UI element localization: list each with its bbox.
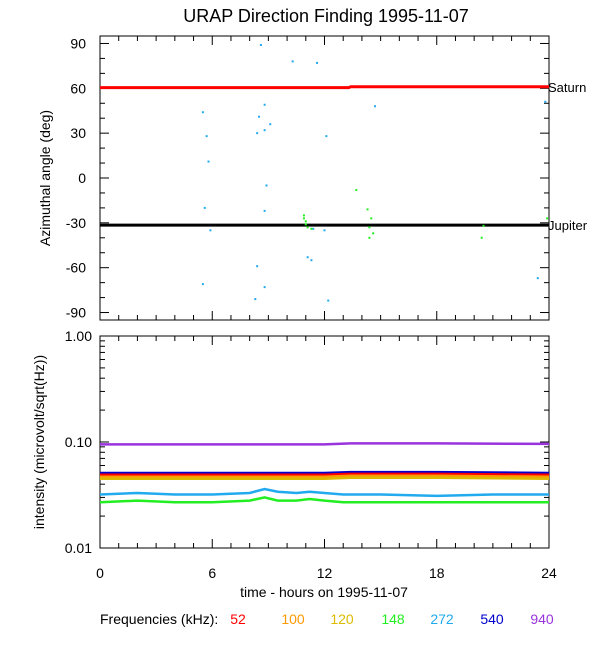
frequency-legend-item: 120 [330, 611, 354, 627]
intensity-y-tick-label: 0.10 [65, 434, 92, 450]
intensity-y-ticks: 1.00 0.10 0.01 [65, 328, 549, 556]
scatter-point-272khz [374, 105, 377, 108]
scatter-point-272khz [269, 123, 272, 126]
azimuth-y-tick-label: -90 [66, 305, 86, 321]
frequency-legend-item: 272 [430, 611, 454, 627]
frequency-legend-item: 148 [381, 611, 405, 627]
azimuth-y-tick-label: 90 [70, 35, 86, 51]
azimuth-y-tick-label: -30 [66, 215, 86, 231]
scatter-point-148khz [355, 188, 358, 191]
scatter-point-148khz [304, 220, 307, 223]
scatter-point-272khz [201, 283, 204, 286]
frequency-legend-item: 940 [530, 611, 554, 627]
x-tick-label: 0 [96, 565, 104, 581]
scatter-point-272khz [327, 299, 330, 302]
intensity-line-540khz [100, 470, 550, 475]
azimuth-x-ticks [99, 36, 550, 320]
azimuth-y-tick-label: -60 [66, 260, 86, 276]
intensity-line-940khz [100, 442, 550, 446]
intensity-line-120khz [100, 476, 550, 481]
scatter-point-272khz [207, 160, 210, 163]
x-tick-label: 12 [317, 565, 333, 581]
azimuth-reference-lines: Saturn Jupiter [100, 80, 588, 233]
jupiter-label: Jupiter [548, 218, 588, 233]
scatter-point-272khz [325, 135, 328, 138]
frequency-legend-item: 540 [480, 611, 504, 627]
intensity-panel: intensity (microvolt/sqrt(Hz)) 1.000.100… [31, 328, 557, 600]
frequency-legend-item: 52 [230, 611, 246, 627]
azimuth-panel: Azimuthal angle (deg) 90 60 30 0 -30 -60 -90 S… [37, 35, 588, 320]
intensity-plot-frame [99, 335, 550, 549]
scatter-point-148khz [302, 217, 305, 220]
azimuth-plot-frame [99, 35, 550, 321]
scatter-point-148khz [480, 236, 483, 239]
scatter-point-148khz [310, 227, 313, 230]
saturn-label: Saturn [548, 80, 586, 95]
scatter-point-272khz [316, 61, 319, 64]
x-tick-label: 6 [208, 565, 216, 581]
frequency-legend: Frequencies (kHz): 52 100 120 148 272 540 940 [100, 611, 554, 627]
frequency-legend-item: 100 [281, 611, 305, 627]
intensity-line-52khz [100, 472, 550, 477]
scatter-point-148khz [306, 226, 309, 229]
scatter-point-272khz [544, 100, 547, 103]
intensity-series-lines [99, 442, 550, 504]
azimuth-y-ticks: 90 60 30 0 -30 -60 -90 [66, 35, 549, 321]
saturn-direction-line [100, 85, 549, 90]
scatter-point-148khz [372, 232, 375, 235]
scatter-point-148khz [546, 217, 549, 220]
scatter-point-272khz [306, 256, 309, 259]
scatter-point-272khz [263, 286, 266, 289]
scatter-point-272khz [310, 259, 313, 262]
x-tick-label: 24 [541, 565, 557, 581]
intensity-y-axis-label: intensity (microvolt/sqrt(Hz)) [31, 355, 47, 529]
scatter-point-272khz [265, 184, 268, 187]
azimuth-y-tick-label: 30 [70, 125, 86, 141]
intensity-x-ticks: 0 6 12 18 24 [96, 336, 557, 581]
scatter-point-272khz [201, 111, 204, 114]
scatter-point-272khz [256, 132, 259, 135]
scatter-point-272khz [263, 129, 266, 132]
scatter-point-272khz [291, 60, 294, 63]
scatter-point-148khz [370, 217, 373, 220]
scatter-point-272khz [323, 229, 326, 232]
scatter-point-148khz [366, 208, 369, 211]
scatter-point-272khz [263, 103, 266, 106]
scatter-point-272khz [209, 229, 212, 232]
azimuth-y-tick-label: 60 [70, 80, 86, 96]
intensity-line-100khz [100, 474, 550, 479]
scatter-point-272khz [259, 43, 262, 46]
scatter-point-272khz [258, 115, 261, 118]
azimuth-y-tick-label: 0 [78, 170, 86, 186]
scatter-point-148khz [304, 223, 307, 226]
scatter-point-272khz [256, 265, 259, 268]
scatter-point-148khz [482, 224, 485, 227]
azimuth-y-axis-label: Azimuthal angle (deg) [37, 110, 53, 246]
scatter-point-272khz [254, 298, 257, 301]
intensity-y-tick-label: 1.00 [65, 328, 92, 344]
scatter-point-272khz [263, 209, 266, 212]
scatter-point-148khz [302, 214, 305, 217]
scatter-point-272khz [205, 135, 208, 138]
scatter-point-272khz [536, 277, 539, 280]
scatter-point-148khz [368, 236, 371, 239]
intensity-y-tick-label: 0.01 [65, 540, 92, 556]
x-tick-label: 18 [429, 565, 445, 581]
frequency-legend-title: Frequencies (kHz): [100, 611, 218, 627]
scatter-point-272khz [312, 227, 315, 230]
x-axis-label: time - hours on 1995-11-07 [240, 584, 408, 600]
chart-title: URAP Direction Finding 1995-11-07 [183, 6, 469, 26]
intensity-line-148khz [99, 496, 549, 504]
azimuth-scatter-points [201, 43, 549, 302]
intensity-line-272khz [99, 487, 549, 498]
scatter-point-148khz [368, 226, 371, 229]
scatter-point-272khz [203, 206, 206, 209]
